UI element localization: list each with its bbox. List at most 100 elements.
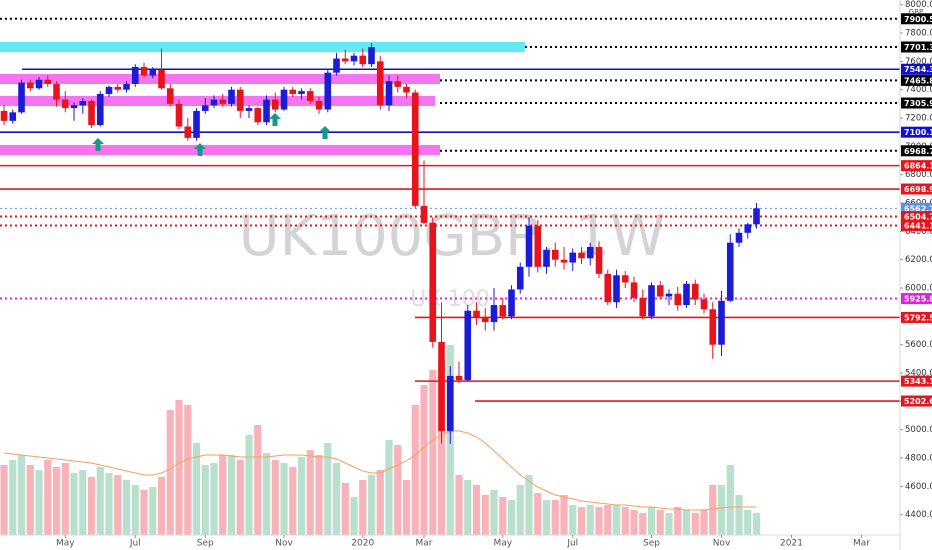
level-label-box [901,97,932,109]
volume-bar [149,487,157,535]
volume-bar [516,485,524,535]
candle-body [394,81,402,87]
volume-bar [604,505,612,535]
volume-bar [665,513,673,535]
candle-body [341,58,349,62]
candle-body [718,300,725,345]
candle-body [324,72,332,110]
x-tick-label: May [493,539,512,549]
y-tick-label: 6000.0 [905,284,932,294]
volume-bar [394,445,402,535]
candle-body [516,266,524,290]
level-label-box [901,160,932,172]
candle-body [578,252,585,259]
volume-bar [79,470,87,535]
volume-bar [114,475,122,535]
volume-bar [542,500,551,535]
volume-layer [0,345,761,535]
level-label-box [901,183,932,195]
level-label: 7465.8 [904,76,932,85]
volume-bar [306,450,314,535]
volume-bar [551,500,559,535]
candle-body [245,108,253,111]
candle-body [333,58,340,73]
volume-ma-line [3,430,757,511]
candle-body [464,310,472,381]
candles-layer [0,42,760,444]
candle-body [744,224,752,233]
volume-bar [35,470,43,535]
level-label: 6504.7 [904,213,932,222]
watermark-layer: UK100GBP, 1W UK 100 [239,204,666,312]
candle-body [315,101,323,110]
y-tick-label: 5600.0 [905,340,932,350]
volume-bar [236,460,244,535]
candle-body [691,283,699,300]
candle-body [595,246,603,274]
level-label-box [901,211,932,223]
volume-bar [17,455,26,535]
zone [0,95,435,106]
x-tick-label: Jul [566,539,578,549]
zones-layer [0,41,525,156]
level-label: 6441.1 [904,222,932,231]
volume-bar [0,465,8,535]
volume-bar [44,460,52,535]
volume-bar [227,455,236,535]
volume-bar [280,463,288,535]
level-label-box [901,202,932,214]
candle-body [26,82,34,89]
candle-body [709,309,717,345]
level-label: 7544.3 [904,65,932,74]
volume-bar [332,463,341,535]
candle-body [534,225,542,267]
candle-body [525,225,533,267]
volume-bar [9,460,17,535]
volume-bar [26,465,34,535]
candle-body [508,289,515,317]
x-tick-label: Jul [129,539,141,549]
volume-bar [464,480,472,535]
candle-body [665,293,673,297]
volume-bar [201,465,209,535]
volume-bar [647,507,656,535]
candle-body [158,69,165,89]
level-label-box [901,41,932,53]
candle-body [149,69,157,76]
volume-bar [289,467,297,535]
volume-bar [297,457,306,535]
volume-bar [105,473,113,535]
x-tick-label: Sep [643,539,660,549]
y-tick-label: 4400.0 [905,510,932,520]
volume-bar [656,510,664,535]
y-tick-label: 4800.0 [905,454,932,464]
volume-bar [87,477,96,535]
candle-body [490,305,498,323]
volume-bar [612,505,621,535]
candle-body [359,55,367,65]
y-tick-label: 4600.0 [905,482,932,492]
volume-bar [674,507,682,535]
candle-body [70,105,78,109]
candle-body [411,92,419,206]
candle-body [193,110,200,138]
volume-bar [367,475,376,535]
level-label: 5925.8 [904,295,932,304]
candle-body [166,88,174,104]
candle-body [263,99,270,123]
candle-body [9,112,17,121]
x-tick-label: 2020 [351,539,374,549]
volume-bar [420,385,428,535]
y-tick-label: 7400.0 [905,85,932,95]
level-label: 7900.5 [904,15,932,24]
candle-body [438,341,445,432]
x-tick-label: Mar [853,539,870,549]
candle-body [604,273,612,303]
candle-body [639,297,647,317]
level-label-box [901,375,932,387]
volume-bar [682,510,691,535]
volume-bar [341,483,349,535]
price-axis [900,0,932,550]
volume-bar [472,485,481,535]
y-tick-label: 5400.0 [905,369,932,379]
